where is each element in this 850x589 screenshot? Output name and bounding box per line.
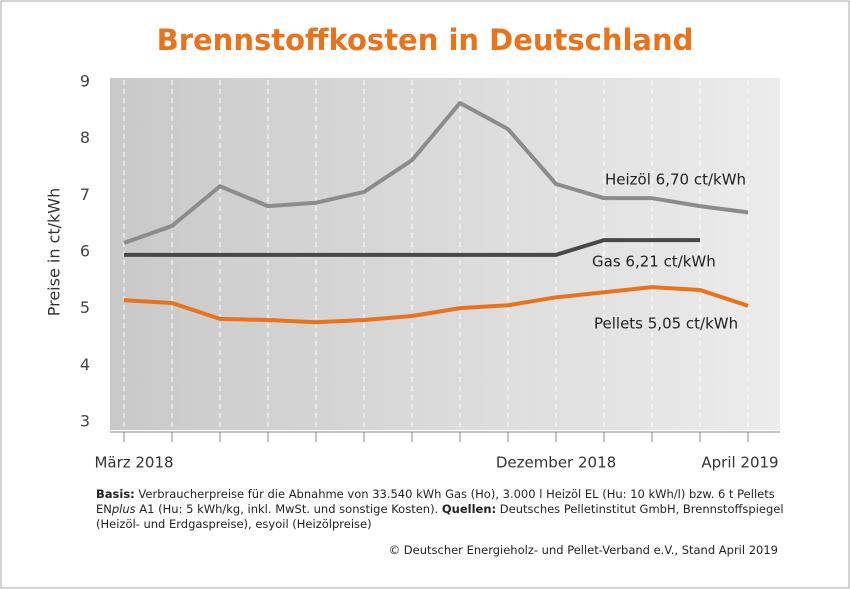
source: © Deutscher Energieholz- und Pellet-Verb…: [388, 543, 778, 557]
y-tick-label: 6: [80, 242, 90, 261]
x-tick-label: März 2018: [94, 454, 173, 472]
chart-title: Brennstoffkosten in Deutschland: [157, 23, 694, 57]
footnote-part: Deutsches Pelletinstitut GmbH, Brennstof…: [96, 502, 788, 531]
series-line: [124, 238, 700, 257]
footnote-part: Quellen:: [441, 502, 497, 516]
footnote: Basis: Verbraucherpreise für die Abnahme…: [96, 487, 786, 532]
y-tick-label: 8: [80, 128, 90, 147]
y-tick-label: 9: [80, 72, 90, 91]
x-tick-label: April 2019: [701, 454, 778, 472]
y-tick-label: 7: [80, 185, 90, 204]
footnote-part: Basis:: [96, 487, 135, 501]
series-line: [123, 100, 749, 245]
y-tick-label: 5: [80, 298, 90, 317]
series-line: [123, 285, 749, 325]
footnote-part: plus: [111, 502, 136, 516]
footnote-part: A1 (Hu: 5 kWh/kg, inkl. MwSt. und sonsti…: [135, 502, 442, 516]
series-label: Heizöl 6,70 ct/kWh: [605, 171, 746, 189]
y-tick-label: 4: [80, 355, 90, 374]
series-label: Pellets 5,05 ct/kWh: [594, 315, 738, 333]
y-axis-label: Preise in ct/kWh: [45, 188, 64, 317]
footnote-part: Verbraucherpreise für die Abnahme von 33…: [96, 487, 779, 516]
y-tick-label: 3: [80, 412, 90, 431]
x-tick-label: Dezember 2018: [496, 454, 616, 472]
series-label: Gas 6,21 ct/kWh: [592, 253, 716, 271]
